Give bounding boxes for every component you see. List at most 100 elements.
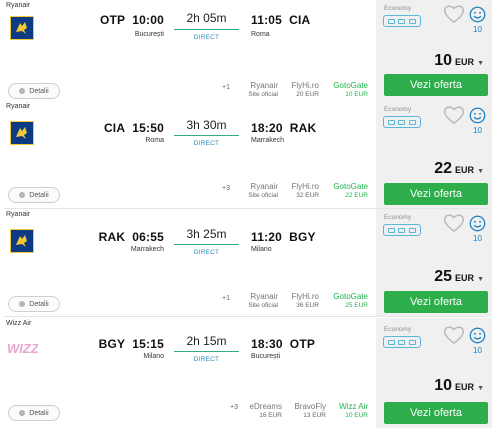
provider-option[interactable]: eDreams 16 EUR [250,402,282,419]
price-currency: EUR [455,382,475,392]
provider-price: Site oficial [248,91,278,98]
provider-option[interactable]: Ryanair Site oficial [248,182,278,199]
departure: BGY 15:15 [99,337,164,351]
provider-option[interactable]: GotoGate 25 EUR [333,292,368,309]
arrival: 11:05 CIA [251,13,310,27]
provider-price: 32 EUR [296,192,319,199]
departure-airport-code: CIA [103,121,126,135]
price-amount: 10 [434,52,453,69]
offer-panel: Economy 10 10 EUR ▼ Vezi oferta [376,0,492,108]
baggage-icon [383,224,421,236]
departure-time: 15:50 [132,121,164,135]
provider-option[interactable]: FlyHi.ro 32 EUR [291,182,319,199]
departure: RAK 06:55 [99,230,164,244]
provider-price: 22 EUR [345,192,368,199]
heart-outline-icon[interactable] [443,4,465,24]
baggage-icon [383,116,421,128]
wizz-logo: WIZZ [6,340,38,356]
departure-city: Roma [145,137,164,144]
provider-price: 25 EUR [345,302,368,309]
departure-time: 06:55 [132,230,164,244]
chevron-down-icon[interactable]: ▼ [477,385,484,392]
more-providers-count[interactable]: +1 [222,84,230,91]
stops-label: DIRECT [193,34,220,41]
view-offer-button[interactable]: Vezi oferta [384,402,488,424]
rating-count: 10 [473,126,482,135]
view-offer-button[interactable]: Vezi oferta [384,291,488,313]
arrival: 18:30 OTP [251,337,315,351]
provider-option[interactable]: Ryanair Site oficial [248,292,278,309]
arrival-city: București [251,353,281,360]
chevron-down-icon[interactable]: ▼ [477,60,484,67]
provider-price: 10 EUR [345,412,368,419]
provider-price: 13 EUR [303,412,326,419]
provider-option[interactable]: GotoGate 10 EUR [333,81,368,98]
baggage-icon [383,336,421,348]
provider-option[interactable]: Wizz Air 10 EUR [339,402,368,419]
details-button[interactable]: Detalii [8,296,60,312]
departure-airport-code: OTP [99,13,126,27]
view-offer-button[interactable]: Vezi oferta [384,183,488,205]
provider-name: Ryanair [250,182,278,191]
departure-city: București [134,31,164,38]
arrival-airport-code: BGY [289,230,316,244]
provider-option[interactable]: Ryanair Site oficial [248,81,278,98]
price-currency: EUR [455,165,475,175]
provider-option[interactable]: FlyHi.ro 36 EUR [291,292,319,309]
provider-option[interactable]: FlyHi.ro 20 EUR [291,81,319,98]
details-button[interactable]: Detalii [8,405,60,421]
price: 22 EUR ▼ [434,160,484,178]
provider-name: FlyHi.ro [291,81,319,90]
info-dot-icon [19,410,26,416]
smiley-icon [469,6,486,23]
more-providers-count[interactable]: +3 [222,185,230,192]
provider-name: GotoGate [333,292,368,301]
departure-time: 15:15 [132,337,164,351]
stops-label: DIRECT [193,249,220,256]
divider [4,316,488,317]
provider-price: 20 EUR [296,91,319,98]
details-label: Detalii [29,300,49,308]
flight-duration: 2h 05m [186,11,227,25]
price: 25 EUR ▼ [434,268,484,286]
svg-text:WIZZ: WIZZ [7,341,38,355]
heart-outline-icon[interactable] [443,105,465,125]
flight-duration: 3h 30m [186,118,227,132]
provider-option[interactable]: GotoGate 22 EUR [333,182,368,199]
provider-price: Site oficial [248,302,278,309]
divider [4,208,488,209]
baggage-icon [383,15,421,27]
ryanair-logo [10,121,34,145]
price-amount: 25 [434,268,453,285]
chevron-down-icon[interactable]: ▼ [477,168,484,175]
ryanair-logo [10,229,34,253]
more-providers-count[interactable]: +1 [222,295,230,302]
heart-outline-icon[interactable] [443,213,465,233]
smiley-icon [469,215,486,232]
details-label: Detalii [29,87,49,95]
arrival-airport-code: CIA [289,13,311,27]
details-button[interactable]: Detalii [8,83,60,99]
provider-price: 10 EUR [345,91,368,98]
duration-line [174,351,239,352]
arrival-airport-code: OTP [289,337,316,351]
arrival-time: 11:20 [251,230,283,244]
heart-outline-icon[interactable] [443,325,465,345]
price: 10 EUR ▼ [434,52,484,70]
provider-option[interactable]: BravoFly 13 EUR [294,402,326,419]
flight-info-panel: Ryanair CIA 15:50 Roma 3h 30m DIRECT 18:… [0,101,376,209]
provider-name: FlyHi.ro [291,292,319,301]
view-offer-button[interactable]: Vezi oferta [384,74,488,96]
price-amount: 22 [434,160,453,177]
departure-airport-code: BGY [98,337,126,351]
provider-name: GotoGate [333,81,368,90]
arrival-time: 18:20 [251,121,283,135]
chevron-down-icon[interactable]: ▼ [477,276,484,283]
cabin-class: Economy [384,5,412,12]
flight-info-panel: Ryanair OTP 10:00 București 2h 05m DIREC… [0,0,376,108]
flight-duration: 3h 25m [186,227,227,241]
departure-time: 10:00 [132,13,164,27]
more-providers-count[interactable]: +3 [230,404,238,411]
duration-line [174,135,239,136]
details-button[interactable]: Detalii [8,187,60,203]
